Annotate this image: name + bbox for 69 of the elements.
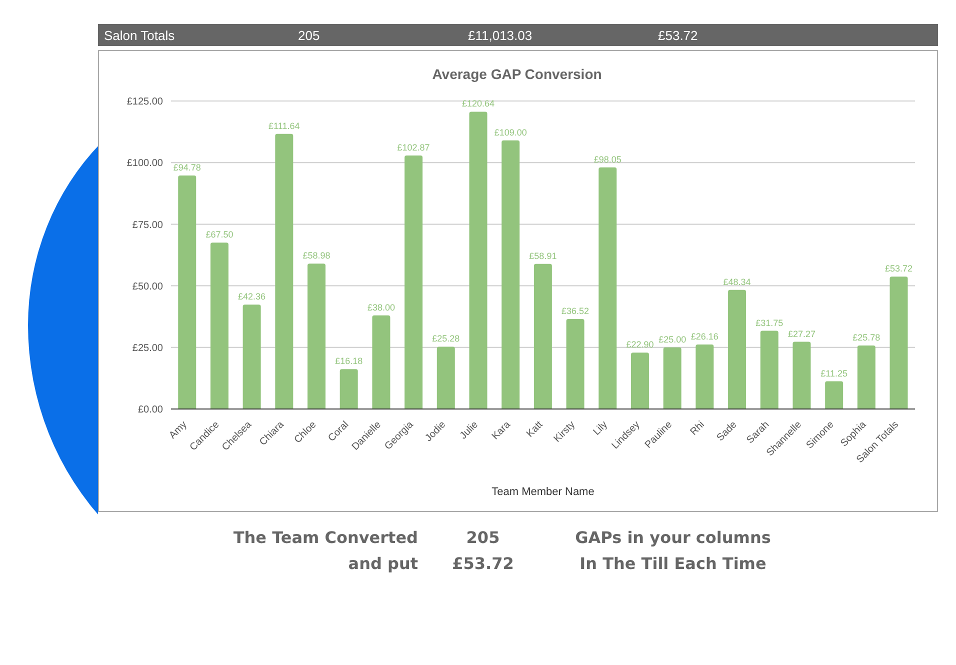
bar xyxy=(502,140,520,409)
data-label: £109.00 xyxy=(494,127,527,138)
y-tick-label: £0.00 xyxy=(138,404,164,416)
data-label: £94.78 xyxy=(173,162,201,172)
y-tick-label: £125.00 xyxy=(126,96,164,108)
y-tick-label: £50.00 xyxy=(132,281,164,292)
bar xyxy=(308,264,326,409)
data-label: £25.28 xyxy=(432,334,460,344)
data-label: £38.00 xyxy=(367,302,395,312)
data-label: £58.91 xyxy=(529,250,557,261)
text: 205 xyxy=(465,528,501,546)
bar xyxy=(630,352,649,409)
data-label: £31.75 xyxy=(756,318,784,328)
text: Salon Totals xyxy=(104,28,175,42)
bar xyxy=(792,342,811,409)
bar xyxy=(890,276,908,409)
x-axis-title: Team Member Name xyxy=(492,486,594,498)
x-tick-label: Julie xyxy=(458,419,481,442)
x-tick-label: Lily xyxy=(591,419,610,438)
bar xyxy=(598,167,617,409)
data-label: £98.05 xyxy=(594,154,622,164)
data-label: £111.64 xyxy=(268,120,300,131)
data-label: £22.90 xyxy=(626,340,654,350)
data-label: £48.34 xyxy=(723,276,751,287)
data-label: £26.16 xyxy=(690,332,718,342)
data-label: £53.72 xyxy=(885,264,913,274)
text: GAPs in your columns xyxy=(574,528,772,546)
text: 205 xyxy=(298,28,320,42)
bar xyxy=(372,315,390,409)
bar xyxy=(696,344,714,409)
y-tick-label: £25.00 xyxy=(132,342,164,354)
bar xyxy=(275,134,294,409)
text: The Team Converted xyxy=(232,528,418,546)
bar xyxy=(242,304,261,409)
data-label: £11.25 xyxy=(820,368,848,378)
bar xyxy=(534,264,552,409)
data-label: £25.78 xyxy=(852,332,880,342)
bar xyxy=(436,346,455,409)
bar xyxy=(210,242,228,409)
y-tick-label: £75.00 xyxy=(132,220,164,231)
bar xyxy=(469,112,488,409)
data-label: £16.18 xyxy=(335,356,363,366)
bar xyxy=(178,175,196,409)
bar xyxy=(404,156,423,409)
bar xyxy=(340,369,358,409)
x-tick-label: Rhi xyxy=(688,419,707,438)
data-label: £27.27 xyxy=(788,328,816,339)
text: In The Till Each Time xyxy=(578,554,768,572)
bar xyxy=(825,381,844,409)
x-tick-label: Katt xyxy=(524,419,546,440)
data-label: £58.98 xyxy=(302,250,330,261)
text: and put xyxy=(347,554,418,572)
data-label: £42.36 xyxy=(238,292,266,302)
bar xyxy=(728,290,746,409)
chart-title: Average GAP Conversion xyxy=(432,66,602,82)
data-label: £36.52 xyxy=(562,306,590,316)
text: £53.72 xyxy=(451,554,515,572)
y-tick-label: £100.00 xyxy=(126,158,164,170)
data-label: £102.87 xyxy=(397,142,430,153)
bar xyxy=(566,319,584,409)
data-label: £67.50 xyxy=(206,230,234,240)
data-label: £120.64 xyxy=(462,98,495,109)
bar xyxy=(663,347,682,409)
text: £11,013.03 xyxy=(468,28,532,42)
bar xyxy=(760,330,778,409)
text: £53.72 xyxy=(658,28,698,42)
bar xyxy=(857,345,876,409)
x-tick-label: Kara xyxy=(490,419,514,442)
data-label: £25.00 xyxy=(658,334,686,344)
